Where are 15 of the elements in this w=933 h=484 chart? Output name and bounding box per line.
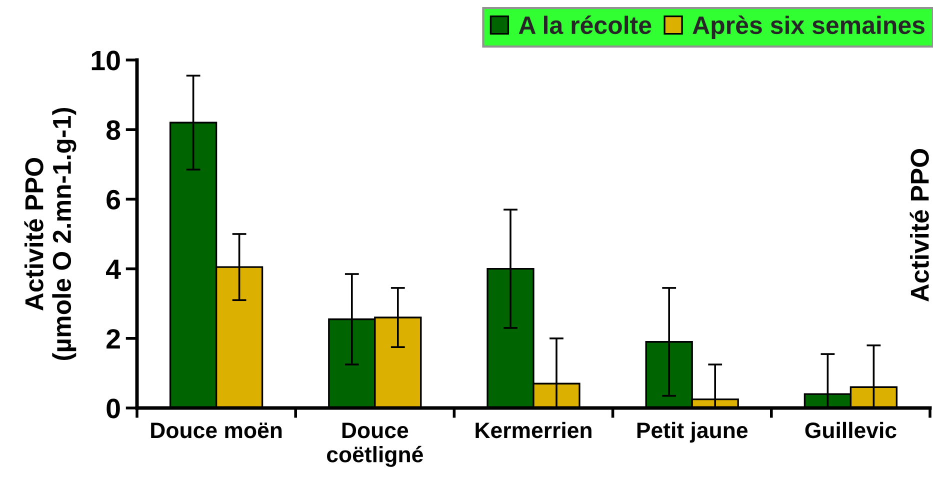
- x-tick-label: Douce coëtligné: [327, 422, 423, 467]
- y-axis-title: Activité PPO (µmole O 2.mn-1.g-1): [24, 108, 76, 360]
- legend-label: Après six semaines: [692, 16, 924, 40]
- y-tick-label: 4: [106, 260, 121, 279]
- x-tick-label: Kermerrien: [476, 422, 592, 438]
- x-tick-label: Guillevic: [805, 422, 896, 438]
- y-tick-label: 6: [106, 190, 120, 210]
- annotation: Activité PPO: [910, 148, 929, 302]
- x-tick-label: Douce moën: [151, 422, 282, 438]
- y-tick-label: 8: [106, 120, 120, 140]
- y-tick-label: 2: [106, 329, 120, 348]
- x-tick-label: Petit jaune: [637, 422, 748, 443]
- legend-label: A la récolte: [518, 16, 652, 34]
- y-tick-label: 10: [92, 50, 120, 70]
- y-tick-label: 0: [106, 398, 120, 418]
